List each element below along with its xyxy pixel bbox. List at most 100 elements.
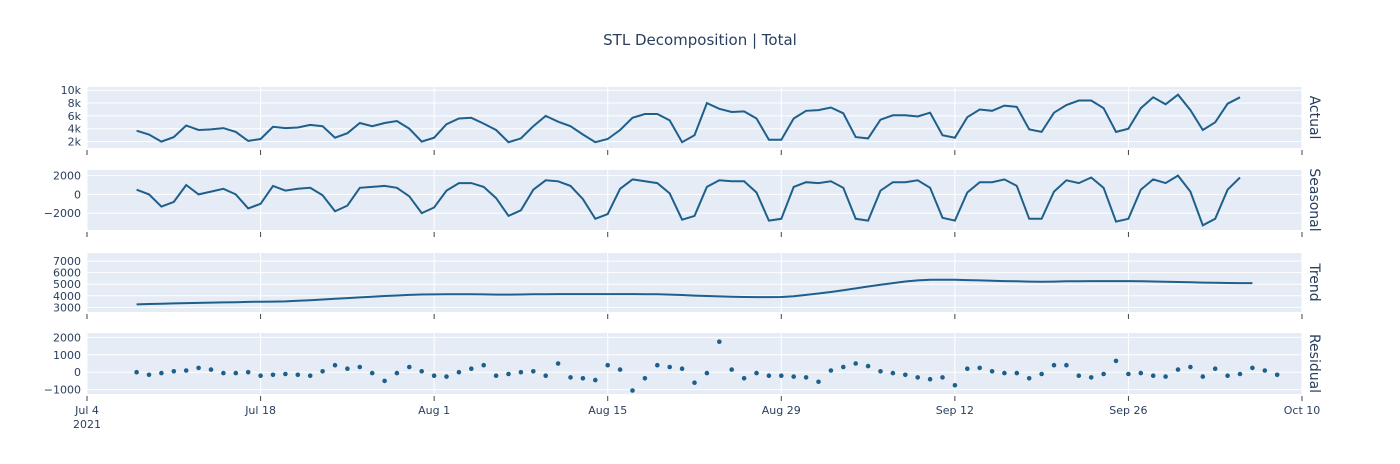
panel-background	[87, 87, 1302, 148]
residual-point	[233, 370, 239, 376]
residual-point	[940, 375, 945, 380]
residual-point	[171, 369, 177, 374]
residual-point	[506, 371, 511, 377]
residual-point	[865, 363, 871, 369]
residual-point	[159, 370, 164, 376]
residual-point	[456, 369, 462, 375]
residual-point	[1064, 362, 1069, 368]
residual-point	[419, 369, 425, 374]
y-tick-label: 10k	[61, 84, 82, 97]
residual-point	[134, 369, 139, 375]
residual-point	[1175, 367, 1181, 372]
residual-point	[1262, 368, 1268, 373]
residual-point	[518, 369, 524, 375]
residual-point	[431, 373, 437, 379]
residual-point	[369, 370, 375, 376]
y-tick-label: 5000	[53, 278, 81, 291]
residual-point	[146, 372, 152, 378]
residual-point	[555, 361, 561, 366]
residual-point	[977, 365, 982, 371]
residual-point	[915, 375, 920, 380]
residual-point	[890, 370, 896, 376]
residual-point	[965, 366, 970, 372]
residual-point	[1150, 373, 1156, 379]
residual-point	[357, 364, 363, 370]
residual-point	[828, 368, 834, 373]
x-tick-label: Sep 12	[936, 404, 974, 417]
x-tick-label: Jul 4	[74, 404, 99, 417]
residual-point	[841, 364, 846, 370]
residual-point	[481, 362, 487, 368]
residual-point	[1163, 374, 1168, 379]
residual-point	[1113, 358, 1119, 364]
y-tick-label: 0	[74, 366, 81, 379]
residual-point	[816, 379, 821, 385]
residual-point	[1212, 366, 1218, 372]
residual-point	[258, 373, 263, 379]
residual-point	[667, 364, 672, 370]
residual-point	[221, 370, 226, 376]
panel-seasonal: −2000 0 2000 Seasonal	[44, 168, 1322, 237]
x-tick-label: Jul 18	[244, 404, 276, 417]
residual-point	[444, 374, 449, 379]
residual-point	[593, 377, 598, 383]
series-line-seasonal	[136, 174, 1241, 227]
residual-point	[407, 364, 412, 370]
residual-point	[531, 369, 536, 374]
residual-point	[345, 366, 350, 372]
residual-point	[878, 369, 883, 374]
panel-label-seasonal: Seasonal	[1306, 168, 1322, 231]
residual-point	[741, 376, 747, 381]
y-tick-label: 2000	[53, 331, 81, 344]
x-tick-label: Aug 29	[762, 404, 801, 417]
y-tick-label: 6k	[68, 110, 82, 123]
residual-point	[1051, 362, 1057, 368]
residual-point	[655, 362, 660, 368]
residual-point	[754, 370, 759, 376]
residual-point	[332, 362, 338, 368]
residual-point	[692, 380, 697, 386]
y-tick-label: 4k	[68, 123, 82, 136]
residual-point	[853, 361, 858, 366]
residual-point	[543, 373, 548, 379]
residual-point	[605, 362, 610, 368]
residual-point	[630, 388, 635, 393]
y-tick-label: −2000	[44, 207, 81, 220]
series-line-trend	[136, 278, 1253, 306]
panel-background	[87, 253, 1302, 312]
residual-point	[1014, 370, 1020, 376]
panel-residual: −1000 0 1000 2000 Residual	[44, 331, 1322, 401]
residual-point	[1088, 375, 1094, 380]
residual-point	[295, 372, 301, 378]
residual-point	[1200, 374, 1206, 379]
residual-point	[394, 370, 400, 376]
panel-label-actual: Actual	[1306, 96, 1322, 140]
y-tick-label: 7000	[53, 255, 81, 268]
residual-point	[779, 373, 784, 379]
residual-point	[320, 369, 325, 374]
residual-point	[1126, 371, 1131, 377]
x-tick-year-label: 2021	[73, 418, 101, 431]
residual-point	[568, 375, 573, 380]
residual-point	[903, 372, 908, 378]
residual-point	[927, 376, 933, 382]
residual-point	[382, 378, 387, 384]
x-tick-label: Sep 26	[1109, 404, 1147, 417]
chart-title: STL Decomposition | Total	[603, 31, 797, 49]
residual-point	[989, 369, 995, 374]
y-tick-label: 8k	[68, 97, 82, 110]
series-line-actual	[136, 93, 1241, 144]
residual-point	[1002, 370, 1007, 376]
panel-label-trend: Trend	[1306, 262, 1322, 301]
residual-point	[1225, 373, 1230, 379]
residual-point	[642, 376, 648, 381]
residual-point	[704, 370, 710, 376]
residual-point	[617, 367, 623, 372]
residual-point	[307, 373, 313, 379]
residual-point	[1076, 373, 1082, 379]
y-tick-label: 4000	[53, 290, 81, 303]
residual-point	[766, 373, 772, 379]
